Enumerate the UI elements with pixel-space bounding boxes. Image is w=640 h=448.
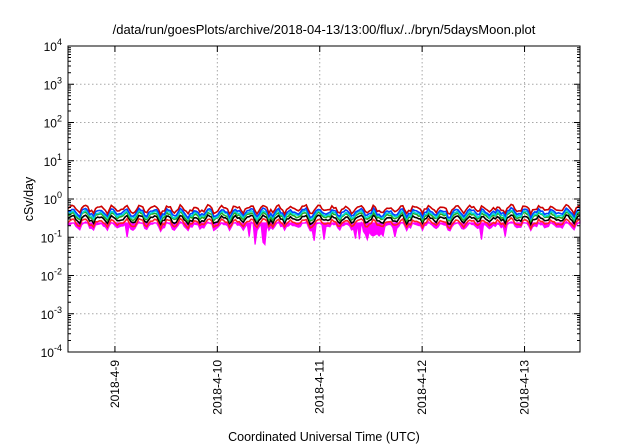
y-tick-label: 101 xyxy=(44,152,62,169)
chart-title: /data/run/goesPlots/archive/2018-04-13/1… xyxy=(113,22,536,37)
x-tick-label: 2018-4-11 xyxy=(313,360,327,414)
y-tick-labels: 10-4 10-3 10-2 10-1 100 101 102 103 104 xyxy=(41,37,62,360)
series-line-4 xyxy=(67,208,581,222)
series-line-2 xyxy=(67,213,581,227)
x-tick-label: 2018-4-12 xyxy=(415,360,429,415)
y-tick-label: 10-3 xyxy=(41,305,62,322)
x-tick-label: 2018-4-9 xyxy=(108,360,122,408)
y-axis-label: cSv/day xyxy=(22,176,36,221)
series-line-3 xyxy=(67,209,581,224)
x-tick-labels: 2018-4-9 2018-4-10 2018-4-11 2018-4-12 2018-… xyxy=(108,360,532,415)
y-tick-label: 103 xyxy=(44,75,62,92)
series-group xyxy=(67,203,581,246)
x-tick-label: 2018-4-13 xyxy=(518,360,532,415)
y-tick-label: 104 xyxy=(44,37,62,54)
y-tick-label: 10-1 xyxy=(41,228,62,245)
series-line-1 xyxy=(67,216,581,232)
ticks xyxy=(68,45,580,353)
x-tick-label: 2018-4-10 xyxy=(210,360,224,415)
grid xyxy=(68,46,580,352)
series-line-6 xyxy=(67,203,581,217)
y-tick-label: 10-2 xyxy=(41,267,62,284)
series-line-5 xyxy=(67,206,581,221)
x-axis-label: Coordinated Universal Time (UTC) xyxy=(228,430,420,444)
y-tick-label: 100 xyxy=(44,190,62,207)
y-tick-label: 10-4 xyxy=(41,343,62,360)
y-tick-label: 102 xyxy=(44,114,62,131)
